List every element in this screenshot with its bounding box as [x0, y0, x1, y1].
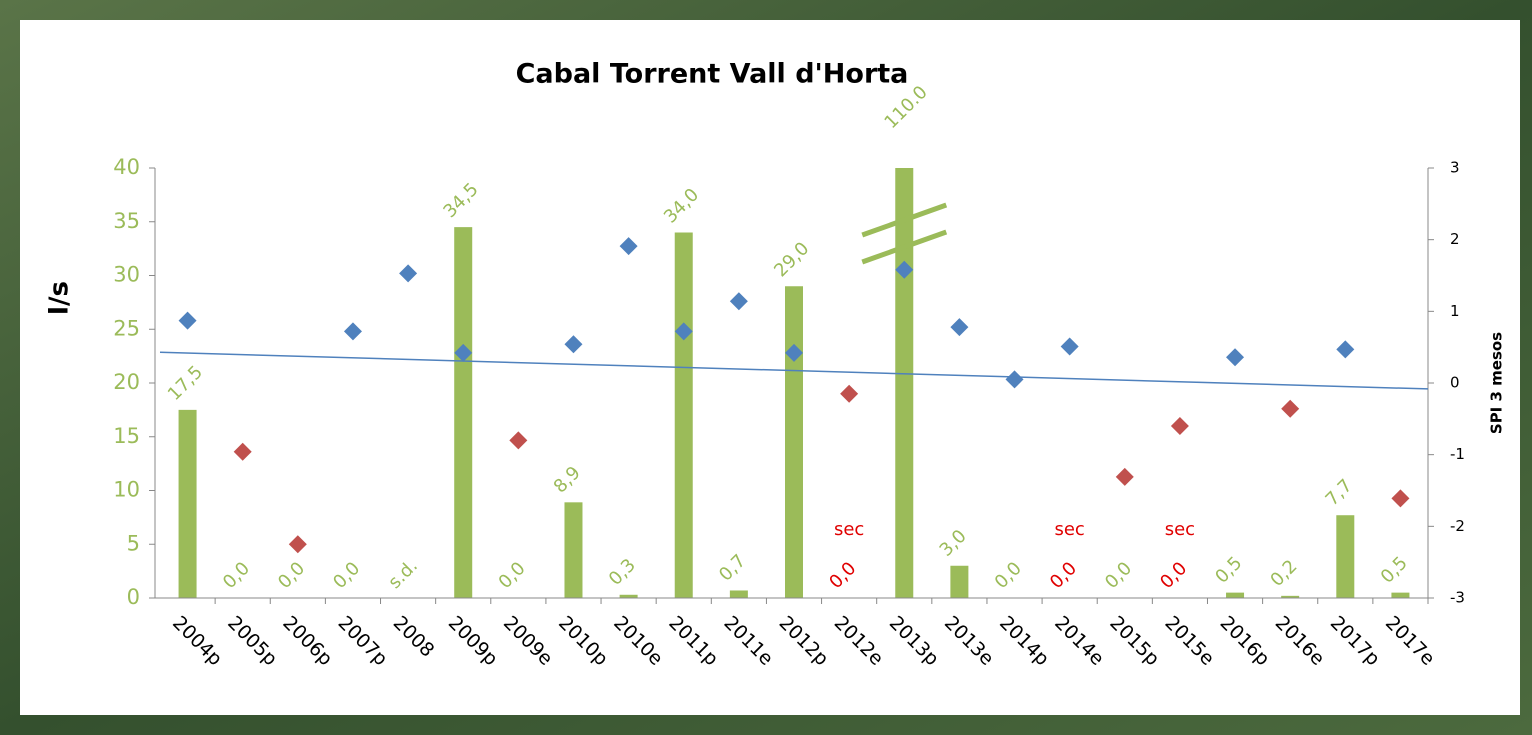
y-tick-label: 15 [113, 424, 140, 448]
bar [454, 227, 473, 598]
spi-marker [729, 292, 748, 311]
bar [674, 232, 693, 598]
y-tick-label: 0 [127, 585, 140, 609]
y2-tick-label: -2 [1450, 517, 1465, 535]
plot-area [178, 168, 1410, 598]
spi-marker [1115, 467, 1134, 486]
spi-marker [564, 335, 583, 354]
y-tick-label: 10 [113, 478, 140, 502]
y-axis-label: l/s [45, 281, 75, 315]
spi-marker [233, 442, 252, 461]
y2-tick-label: 0 [1450, 374, 1460, 392]
bar [178, 409, 197, 598]
chart-title: Cabal Torrent Vall d'Horta [516, 59, 909, 90]
trendline [159, 351, 1429, 390]
spi-marker [1005, 370, 1024, 389]
y2-tick-label: -1 [1450, 445, 1465, 463]
spi-marker [785, 343, 803, 362]
spi-marker [399, 264, 418, 283]
bar [564, 502, 583, 598]
spi-marker [288, 535, 307, 554]
annotation: sec [1165, 519, 1195, 540]
bar [619, 594, 638, 598]
bar [729, 590, 748, 598]
axis-break [861, 229, 948, 265]
y-tick-label: 30 [113, 263, 140, 287]
axis-break [861, 202, 948, 238]
annotation: sec [834, 519, 864, 540]
annotation: sec [1054, 519, 1084, 540]
spi-marker [1170, 417, 1189, 435]
spi-marker [840, 384, 859, 403]
y-tick-label: 25 [113, 316, 140, 340]
spi-marker [454, 343, 473, 362]
spi-marker [895, 260, 914, 279]
y2-tick-label: 1 [1450, 302, 1460, 320]
y2-tick-label: 2 [1450, 230, 1460, 248]
bar [895, 168, 914, 598]
spi-marker [1281, 399, 1300, 418]
bar [950, 565, 969, 598]
spi-marker [509, 431, 528, 450]
spi-marker [674, 322, 693, 341]
y-tick-label: 35 [113, 209, 140, 233]
spi-marker [950, 318, 969, 337]
bar [1391, 592, 1410, 598]
spi-marker [1391, 489, 1410, 508]
chart-panel [20, 20, 1520, 715]
y-tick-label: 5 [127, 531, 140, 555]
bar [785, 286, 803, 598]
y2-tick-label: 3 [1450, 159, 1460, 177]
spi-marker [1226, 348, 1245, 367]
y-tick-label: 40 [113, 155, 140, 179]
y-tick-label: 20 [113, 370, 140, 394]
spi-marker [178, 311, 197, 330]
spi-marker [1060, 337, 1079, 356]
y2-tick-label: -3 [1450, 589, 1465, 607]
spi-marker [1336, 340, 1355, 359]
spi-marker [619, 237, 638, 256]
bar [1281, 595, 1300, 598]
spi-marker [343, 322, 362, 341]
bar [1336, 515, 1355, 598]
bar [1226, 592, 1245, 598]
y2-axis-label: SPI 3 mesos [1488, 332, 1506, 434]
